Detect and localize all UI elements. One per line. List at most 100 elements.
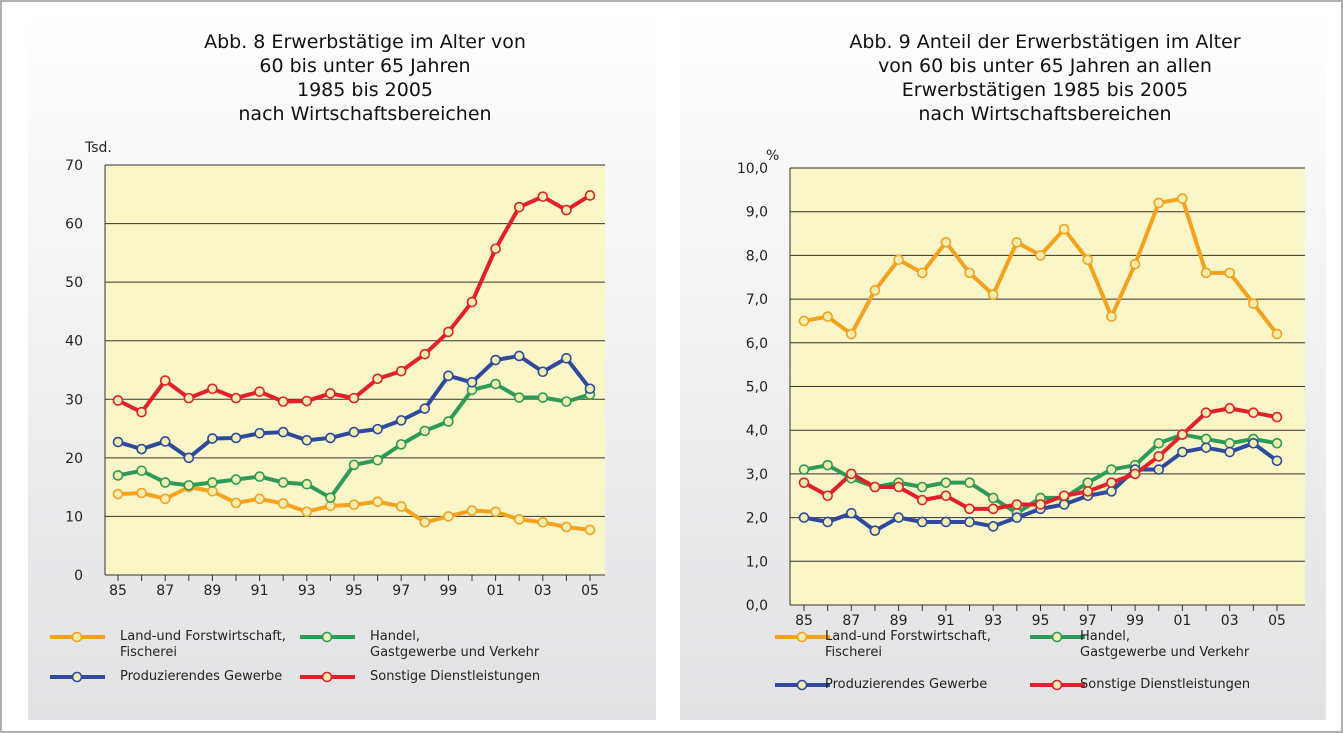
marker xyxy=(1271,411,1283,423)
x-tick-label: 89 xyxy=(890,613,908,629)
marker xyxy=(1011,499,1023,510)
marker xyxy=(1177,429,1188,440)
marker xyxy=(490,243,501,255)
marker xyxy=(466,296,478,308)
marker xyxy=(561,204,572,216)
chart-title: Erwerbstätigen 1985 bis 2005 xyxy=(902,79,1189,101)
marker xyxy=(916,516,928,528)
marker xyxy=(277,498,289,509)
marker xyxy=(395,415,407,426)
legend-entry: Produzierendes Gewerbe xyxy=(120,669,283,684)
marker xyxy=(372,423,383,435)
x-tick-label: 05 xyxy=(581,583,599,599)
marker xyxy=(301,434,313,446)
y-axis-label: % xyxy=(766,148,779,164)
marker xyxy=(395,439,407,450)
y-tick-label: 5,0 xyxy=(746,380,768,396)
marker xyxy=(584,190,596,201)
marker xyxy=(513,514,525,525)
marker xyxy=(277,426,289,438)
marker xyxy=(1058,490,1070,502)
marker xyxy=(1200,442,1212,453)
marker xyxy=(1058,223,1070,235)
marker xyxy=(940,516,952,528)
marker xyxy=(537,392,549,403)
marker xyxy=(1082,486,1094,497)
marker xyxy=(112,436,124,448)
marker xyxy=(207,477,218,488)
marker xyxy=(325,388,336,399)
x-tick-label: 85 xyxy=(109,583,127,599)
marker xyxy=(537,516,549,528)
marker xyxy=(845,507,857,519)
marker xyxy=(395,501,407,512)
marker xyxy=(561,521,572,533)
y-tick-label: 0 xyxy=(74,568,83,584)
y-tick-label: 7,0 xyxy=(746,292,768,308)
marker xyxy=(537,366,549,378)
x-tick-label: 91 xyxy=(251,583,269,599)
marker xyxy=(419,403,431,414)
marker xyxy=(1248,298,1259,309)
marker xyxy=(1153,464,1165,475)
marker xyxy=(1106,311,1117,322)
x-tick-label: 85 xyxy=(795,613,813,629)
marker xyxy=(1200,267,1212,279)
marker xyxy=(893,254,904,266)
y-tick-label: 0,0 xyxy=(746,598,768,614)
marker xyxy=(325,432,336,444)
marker xyxy=(348,459,360,471)
legend-swatch xyxy=(1051,631,1063,643)
marker xyxy=(964,503,975,515)
marker xyxy=(1035,250,1046,261)
marker xyxy=(1271,438,1283,449)
x-tick-label: 87 xyxy=(842,613,860,629)
marker xyxy=(940,490,952,502)
marker xyxy=(987,492,999,504)
marker xyxy=(372,373,383,385)
chart-title: nach Wirtschaftsbereichen xyxy=(238,103,491,125)
y-tick-label: 70 xyxy=(65,158,83,174)
marker xyxy=(348,392,360,404)
marker xyxy=(798,315,810,327)
marker xyxy=(443,326,454,338)
x-tick-label: 89 xyxy=(203,583,221,599)
x-tick-label: 93 xyxy=(298,583,316,599)
marker xyxy=(1224,446,1235,458)
marker xyxy=(916,267,928,279)
marker xyxy=(1153,438,1165,449)
legend-entry: Handel, Gastgewerbe und Verkehr xyxy=(1080,629,1250,660)
marker xyxy=(419,516,431,528)
marker xyxy=(1106,464,1117,475)
x-tick-label: 97 xyxy=(1079,613,1097,629)
marker xyxy=(987,503,999,515)
marker xyxy=(1177,193,1188,204)
marker xyxy=(277,396,289,407)
marker xyxy=(940,477,952,488)
marker xyxy=(940,236,952,248)
marker xyxy=(513,350,525,362)
legend-entry: Handel, Gastgewerbe und Verkehr xyxy=(370,629,540,660)
marker xyxy=(1200,433,1212,445)
legend-swatch xyxy=(71,671,83,683)
marker xyxy=(893,481,904,493)
marker xyxy=(1082,477,1094,488)
marker xyxy=(443,416,454,427)
legend-entry: Land-und Forstwirtschaft, Fischerei xyxy=(120,629,286,660)
legend-swatch xyxy=(796,631,808,643)
marker xyxy=(845,468,857,480)
legend-swatch xyxy=(1051,679,1063,691)
marker xyxy=(159,477,171,488)
marker xyxy=(893,512,904,523)
marker xyxy=(916,494,928,506)
y-tick-label: 8,0 xyxy=(746,248,768,264)
marker xyxy=(513,201,525,213)
marker xyxy=(254,386,265,397)
y-tick-label: 2,0 xyxy=(746,511,768,527)
marker xyxy=(1035,499,1046,510)
legend-swatch xyxy=(321,671,333,683)
marker xyxy=(277,477,289,488)
marker xyxy=(395,365,407,377)
marker xyxy=(987,521,999,532)
